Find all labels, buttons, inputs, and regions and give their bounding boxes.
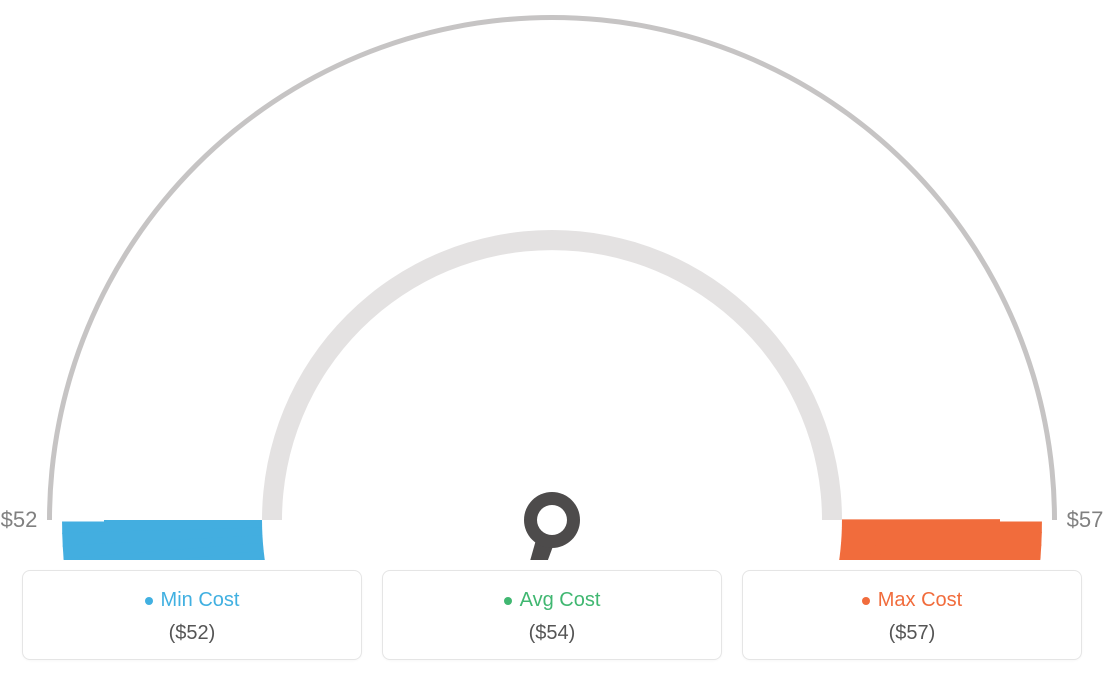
svg-text:$57: $57 xyxy=(1067,507,1104,532)
legend-title-avg: Avg Cost xyxy=(504,589,601,612)
gauge-chart: $52$53$54$54$55$56$57 xyxy=(0,0,1104,560)
legend-row: Min Cost ($52) Avg Cost ($54) Max Cost (… xyxy=(22,570,1082,660)
svg-text:$52: $52 xyxy=(1,507,38,532)
legend-value: ($57) xyxy=(753,622,1071,645)
legend-label: Min Cost xyxy=(161,589,240,612)
dot-icon xyxy=(504,597,512,605)
dot-icon xyxy=(145,597,153,605)
legend-title-min: Min Cost xyxy=(145,589,240,612)
legend-card-avg: Avg Cost ($54) xyxy=(382,570,722,660)
legend-value: ($52) xyxy=(33,622,351,645)
legend-label: Max Cost xyxy=(878,589,962,612)
legend-title-max: Max Cost xyxy=(862,589,962,612)
legend-card-min: Min Cost ($52) xyxy=(22,570,362,660)
gauge-svg: $52$53$54$54$55$56$57 xyxy=(0,0,1104,560)
legend-card-max: Max Cost ($57) xyxy=(742,570,1082,660)
legend-label: Avg Cost xyxy=(520,589,601,612)
dot-icon xyxy=(862,597,870,605)
legend-value: ($54) xyxy=(393,622,711,645)
